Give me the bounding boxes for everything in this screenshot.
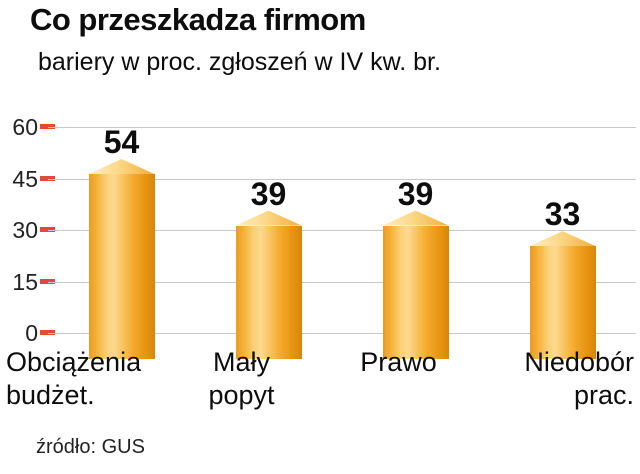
gridline [48, 230, 636, 231]
bar-cap [529, 231, 596, 247]
y-tick-mark [40, 227, 55, 232]
bar [235, 210, 302, 360]
gridline [48, 178, 636, 180]
y-tick-label: 30 [12, 217, 38, 243]
bar-value-label: 54 [103, 124, 140, 160]
y-tick-mark [40, 330, 55, 335]
bar-group: 54 [88, 124, 155, 360]
bar-cap [235, 210, 302, 226]
y-tick-mark [40, 278, 55, 284]
chart-subtitle: bariery w proc. zgłoszeń w IV kw. br. [38, 48, 441, 76]
gridline [48, 127, 636, 128]
y-axis: 0 15 30 45 60 [0, 114, 55, 346]
bar-group: 33 [529, 127, 596, 360]
gridline [48, 333, 636, 334]
bar-group: 39 [235, 127, 302, 360]
bar-cap [382, 210, 449, 226]
category-label: Prawo [360, 347, 437, 377]
y-tick-label: 15 [12, 268, 38, 295]
bar-value-label: 39 [397, 175, 434, 212]
bar-cap [88, 159, 155, 174]
bar-value-label: 39 [250, 175, 287, 212]
y-tick-mark [40, 124, 55, 129]
gridline [48, 281, 636, 283]
category-label: Mały popyt [208, 347, 275, 410]
y-tick-label: 45 [12, 165, 38, 192]
y-tick-mark [40, 175, 55, 181]
y-tick-label: 60 [12, 114, 38, 140]
y-tick-label: 0 [25, 320, 38, 346]
plot-area: 54 39 39 33 [48, 126, 636, 360]
category-label: Niedobór prac. [524, 347, 634, 410]
source-label: źródło: GUS [36, 436, 145, 458]
bar [382, 210, 449, 360]
bar [88, 159, 155, 360]
bar-value-label: 33 [544, 196, 581, 233]
bars: 54 39 39 33 [48, 126, 636, 360]
bar [529, 231, 596, 360]
bar-group: 39 [382, 127, 449, 360]
x-axis: Obciążenia budżet. Mały popyt Prawo Niedobó… [6, 346, 634, 412]
chart-title: Co przeszkadza firmom [30, 2, 366, 37]
category-label: Obciążenia budżet. [6, 347, 142, 410]
